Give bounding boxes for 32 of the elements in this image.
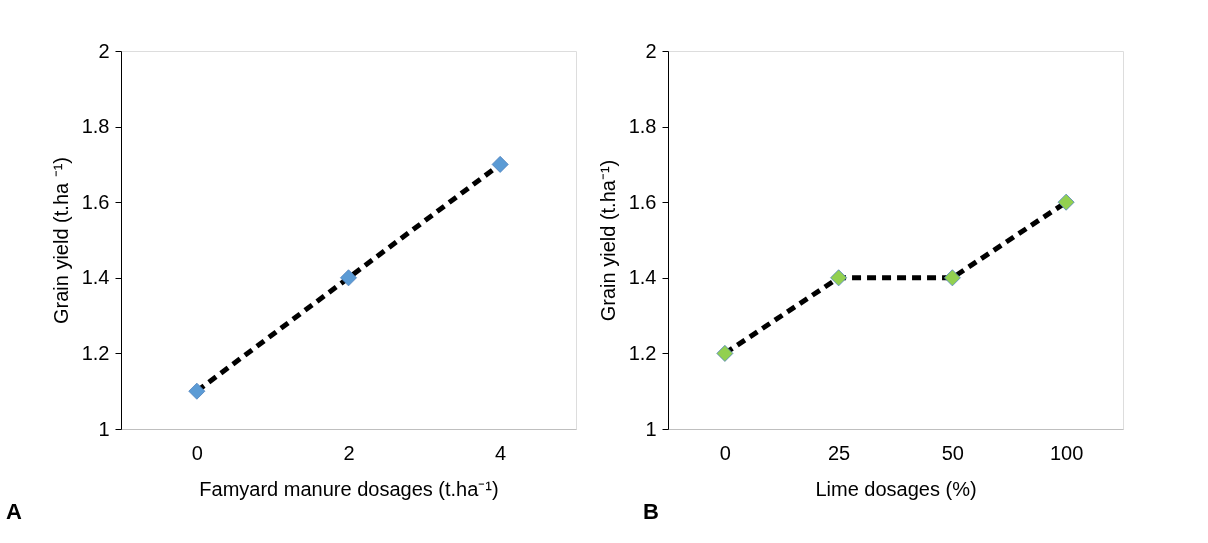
y-tick-label: 2 bbox=[98, 39, 110, 62]
y-axis-title: Grain yield (t.ha ⁻¹) bbox=[49, 156, 72, 325]
y-tick-label: 1.4 bbox=[81, 266, 110, 289]
x-tick-label: 4 bbox=[495, 441, 507, 464]
y-tick-label: 1 bbox=[645, 417, 657, 440]
point bbox=[188, 382, 206, 400]
y-tick-label: 1.6 bbox=[81, 190, 110, 213]
text: B bbox=[643, 499, 659, 524]
text: A bbox=[6, 499, 22, 524]
x-tick-label: 0 bbox=[719, 441, 731, 464]
y-tick-label: 1 bbox=[98, 417, 110, 440]
y-tick-label: 1.8 bbox=[81, 115, 110, 138]
x-tick-label: 50 bbox=[941, 441, 964, 464]
point bbox=[716, 344, 734, 362]
y-tick-label: 2 bbox=[645, 39, 657, 62]
x-tick-label: 0 bbox=[191, 441, 203, 464]
x-tick-label: 2 bbox=[343, 441, 355, 464]
y-tick-label: 1.6 bbox=[628, 190, 657, 213]
y-tick-label: 1.8 bbox=[628, 115, 657, 138]
point bbox=[943, 269, 961, 287]
x-axis-title: Famyard manure dosages (t.ha⁻¹) bbox=[199, 477, 499, 500]
point bbox=[1057, 193, 1075, 211]
point bbox=[491, 155, 509, 173]
y-axis-title: Grain yield (t.ha⁻¹) bbox=[596, 159, 619, 322]
x-tick-label: 100 bbox=[1049, 441, 1084, 464]
y-tick-label: 1.4 bbox=[628, 266, 657, 289]
point bbox=[340, 269, 357, 287]
y-tick-label: 1.2 bbox=[81, 341, 110, 364]
y-tick-label: 1.2 bbox=[628, 341, 657, 364]
point bbox=[830, 269, 848, 287]
x-tick-label: 25 bbox=[828, 441, 851, 464]
x-axis-title: Lime dosages (%) bbox=[815, 477, 977, 500]
